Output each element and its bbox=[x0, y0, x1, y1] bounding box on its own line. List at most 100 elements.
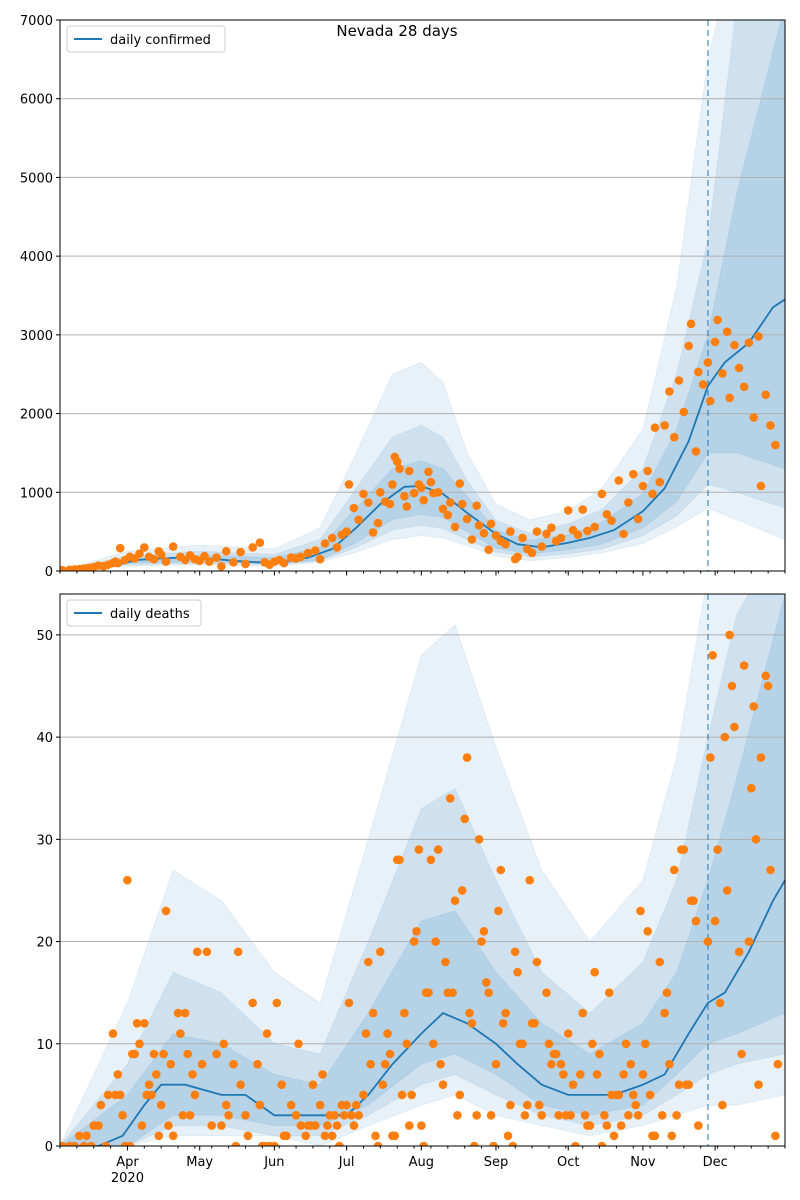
data-point bbox=[462, 753, 472, 762]
data-point bbox=[388, 480, 397, 489]
data-point bbox=[761, 671, 770, 681]
data-point bbox=[660, 421, 669, 430]
data-point bbox=[236, 1080, 245, 1089]
confirmed-panel: Nevada 28 days 0 1000 2000 3000 4000 5000 6000… bbox=[20, 14, 786, 580]
data-point bbox=[156, 550, 166, 559]
data-point bbox=[392, 457, 402, 466]
data-point bbox=[713, 315, 722, 325]
data-point bbox=[643, 466, 652, 476]
data-point bbox=[248, 998, 257, 1008]
data-point bbox=[140, 543, 149, 552]
data-point bbox=[730, 722, 739, 732]
data-point bbox=[376, 488, 385, 497]
data-point bbox=[604, 988, 614, 997]
data-point bbox=[563, 1029, 573, 1038]
data-point bbox=[684, 341, 693, 351]
x-tick-label: Dec bbox=[703, 1155, 728, 1170]
data-point bbox=[629, 469, 638, 479]
data-point bbox=[467, 1019, 477, 1028]
data-point bbox=[60, 1141, 67, 1146]
data-point bbox=[407, 1090, 417, 1100]
y-tick-label: 0 bbox=[45, 565, 53, 580]
data-point bbox=[349, 503, 359, 513]
data-point bbox=[739, 382, 749, 392]
data-point bbox=[590, 522, 599, 532]
data-point bbox=[224, 1111, 233, 1120]
data-point bbox=[518, 533, 527, 543]
data-point bbox=[94, 1121, 103, 1130]
data-point bbox=[241, 559, 250, 569]
confidence-band bbox=[60, 20, 785, 571]
data-point bbox=[371, 1131, 380, 1141]
data-point bbox=[477, 937, 486, 946]
data-point bbox=[347, 1111, 356, 1120]
data-point bbox=[585, 1121, 595, 1130]
data-point bbox=[619, 529, 628, 539]
y-tick-label: 5000 bbox=[20, 171, 53, 186]
data-point bbox=[766, 865, 775, 875]
data-point bbox=[115, 543, 125, 553]
y-tick-label: 40 bbox=[36, 731, 53, 746]
legend-label: daily confirmed bbox=[110, 33, 211, 48]
data-point bbox=[417, 1121, 426, 1130]
data-point bbox=[450, 896, 460, 905]
y-tick-label: 6000 bbox=[20, 93, 53, 108]
data-point bbox=[255, 1100, 265, 1110]
confidence-band bbox=[60, 594, 785, 1146]
plot-area bbox=[60, 594, 785, 1146]
data-point bbox=[636, 906, 645, 916]
data-point bbox=[173, 1008, 183, 1018]
data-point bbox=[118, 1111, 127, 1120]
data-point bbox=[212, 1049, 221, 1059]
data-point bbox=[450, 522, 460, 532]
data-point bbox=[433, 488, 443, 497]
data-point bbox=[113, 1070, 123, 1079]
data-point bbox=[366, 1059, 376, 1069]
data-point bbox=[600, 1111, 609, 1120]
data-point bbox=[460, 814, 470, 824]
data-point bbox=[426, 855, 436, 865]
data-point bbox=[180, 1008, 190, 1018]
data-point bbox=[385, 499, 395, 509]
data-point bbox=[205, 557, 214, 566]
data-point bbox=[168, 1131, 178, 1141]
data-point bbox=[149, 554, 159, 564]
data-point bbox=[754, 1080, 763, 1089]
data-point bbox=[161, 557, 171, 566]
data-point bbox=[200, 551, 209, 561]
data-point bbox=[262, 1029, 272, 1038]
data-point bbox=[364, 957, 373, 967]
data-point bbox=[482, 978, 491, 987]
data-point bbox=[414, 845, 424, 854]
data-point bbox=[282, 1131, 291, 1141]
data-point bbox=[395, 855, 404, 865]
data-point bbox=[323, 1121, 332, 1130]
data-point bbox=[568, 1080, 578, 1089]
data-point bbox=[754, 332, 763, 341]
data-point bbox=[662, 988, 672, 997]
data-point bbox=[75, 1131, 84, 1141]
data-point bbox=[320, 539, 330, 548]
data-point bbox=[364, 498, 373, 507]
data-point bbox=[551, 1049, 561, 1059]
data-point bbox=[595, 1049, 604, 1059]
data-point bbox=[402, 502, 412, 511]
data-point bbox=[166, 1059, 176, 1069]
data-point bbox=[380, 1059, 390, 1069]
data-point bbox=[498, 1019, 508, 1028]
data-point bbox=[320, 1131, 330, 1141]
data-point bbox=[694, 1121, 703, 1130]
data-point bbox=[674, 376, 684, 385]
data-point bbox=[303, 548, 313, 558]
data-point bbox=[405, 1121, 414, 1130]
data-point bbox=[691, 916, 701, 926]
data-point bbox=[327, 1131, 337, 1141]
confidence-band bbox=[60, 594, 785, 1146]
data-point bbox=[706, 396, 715, 406]
data-point bbox=[532, 957, 542, 967]
data-point bbox=[771, 1131, 780, 1141]
data-point bbox=[438, 1080, 448, 1089]
data-point bbox=[506, 1100, 515, 1110]
data-point bbox=[771, 440, 780, 450]
data-point bbox=[291, 1111, 301, 1120]
